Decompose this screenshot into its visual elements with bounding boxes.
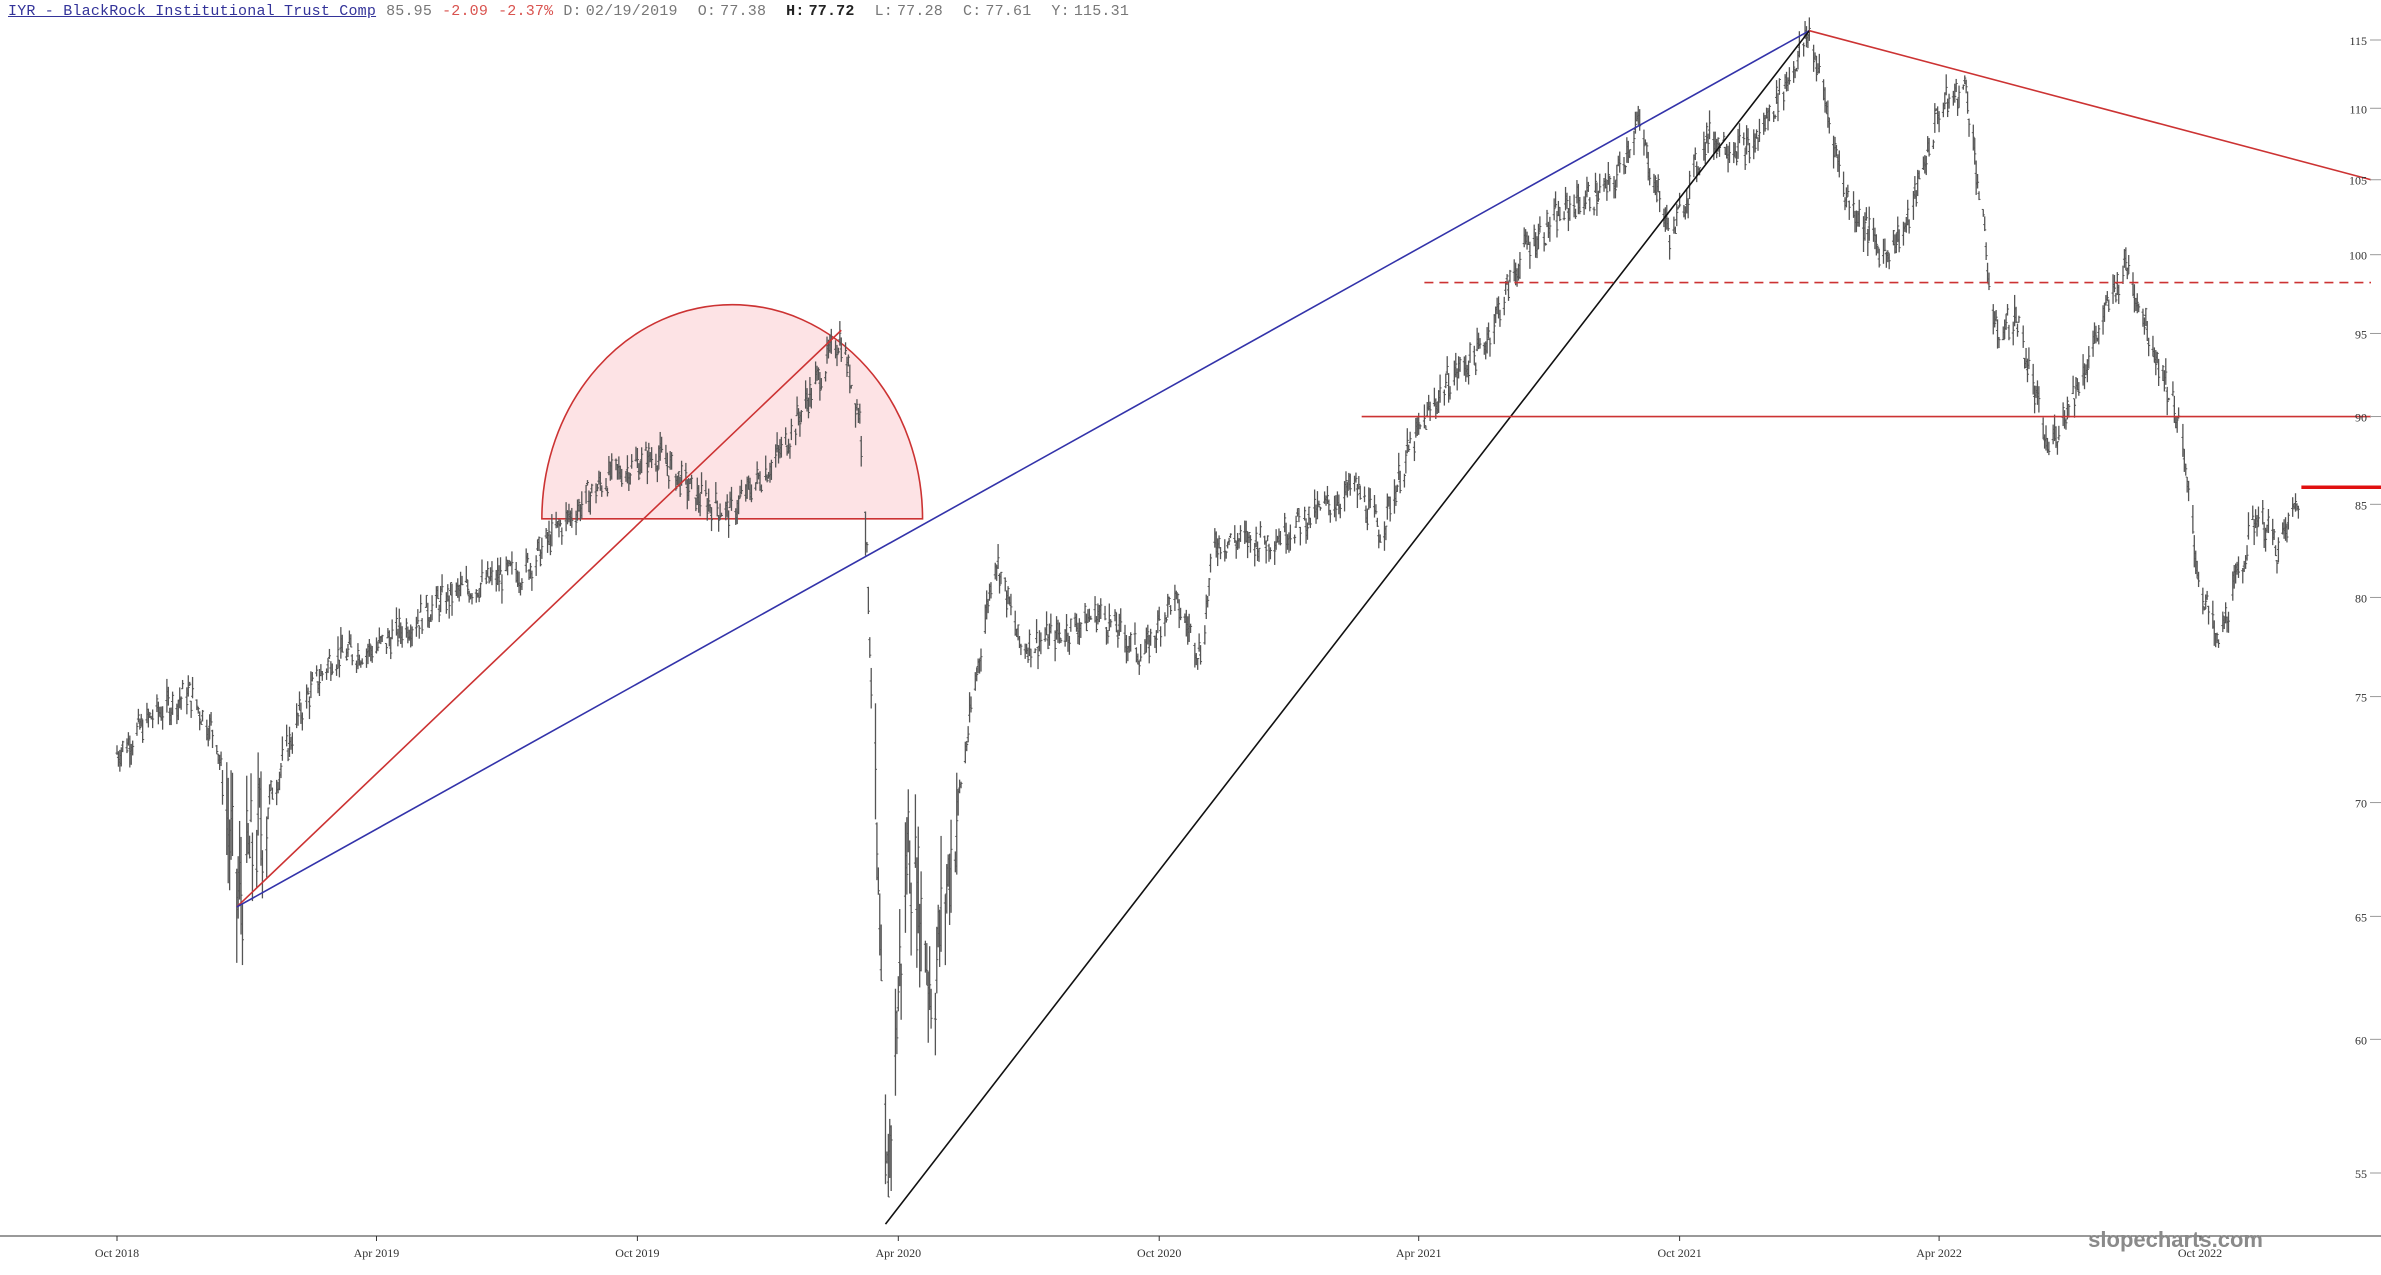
x-tick-label: Oct 2022 [2178,1246,2222,1260]
x-tick-label: Oct 2021 [1657,1246,1701,1260]
y-axis: 55 60 65 70 75 80 85 90 95 100 105 110 115 [2349,34,2381,1181]
y-tick-label: 80 [2355,591,2367,605]
semicircle-drawing [541,303,924,520]
brand-watermark: slopecharts.com [2088,1227,2263,1252]
close-label: C: [963,3,982,20]
y-tick-label: 70 [2355,797,2367,811]
last-price: 85.95 [386,3,433,20]
trendline-black [884,30,1810,1225]
x-tick-label: Apr 2021 [1396,1246,1442,1260]
x-tick-label: Oct 2019 [615,1246,659,1260]
date-readout: D: 02/19/2019 [563,3,687,20]
y-tick-label: 95 [2355,327,2367,341]
price-bars-layer [115,17,2300,1198]
y-tick-label: 60 [2355,1033,2367,1047]
y-tick-label: 105 [2349,174,2367,188]
close-readout: C: 77.61 [963,3,1041,20]
y-tick-label: 90 [2355,411,2367,425]
low-value: 77.28 [896,3,943,20]
date-label: D: [563,3,582,20]
y-value: 115.31 [1073,3,1130,20]
x-axis: Oct 2018 Apr 2019 Oct 2019 Apr 2020 Oct 2020… [0,1235,2381,1260]
x-tick-label: Apr 2022 [1916,1246,1962,1260]
chart-header: IYR - BlackRock Institutional Trust Comp… [8,3,1149,20]
y-tick-label: 55 [2355,1167,2367,1181]
y-tick-label: 65 [2355,910,2367,924]
x-tick-label: Apr 2020 [875,1246,921,1260]
high-label: H: [786,3,805,20]
trendline-red [1809,29,2372,181]
y-label: Y: [1051,3,1070,20]
y-tick-label: 110 [2349,102,2367,116]
close-value: 77.61 [985,3,1032,20]
drawing-layer-back [541,303,924,520]
low-label: L: [874,3,893,20]
y-readout: Y: 115.31 [1051,3,1139,20]
y-tick-label: 75 [2355,691,2367,705]
trendline-blue [236,29,1810,908]
x-tick-label: Oct 2020 [1137,1246,1181,1260]
y-tick-label: 115 [2349,34,2367,48]
x-tick-label: Oct 2018 [95,1246,139,1260]
y-tick-label: 100 [2349,249,2367,263]
open-label: O: [697,3,717,20]
high-readout: H: 77.72 [786,3,864,20]
price-change: -2.09 [442,3,489,20]
y-tick-label: 85 [2355,498,2367,512]
high-value: 77.72 [808,3,855,20]
open-value: 77.38 [720,3,767,20]
open-readout: O: 77.38 [698,3,776,20]
x-tick-label: Apr 2019 [354,1246,400,1260]
trendline-red [236,329,842,908]
drawing-layer-front [236,29,2372,1225]
symbol-title-link[interactable]: IYR - BlackRock Institutional Trust Comp [8,3,377,20]
price-change-pct: -2.37% [498,3,554,20]
low-readout: L: 77.28 [875,3,953,20]
date-value: 02/19/2019 [585,3,678,20]
